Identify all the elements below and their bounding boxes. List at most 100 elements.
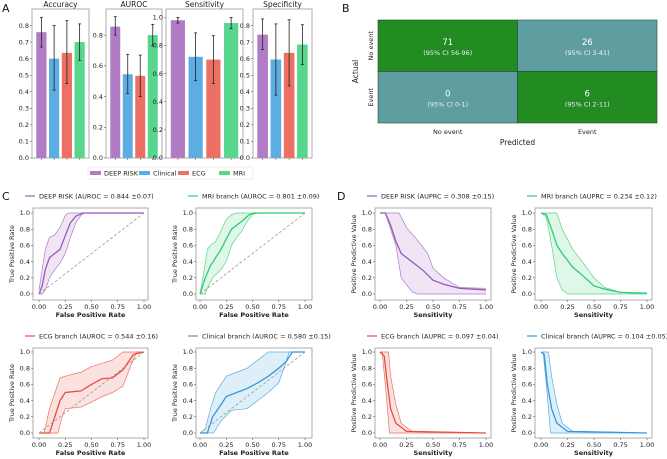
bar-deep-risk bbox=[36, 32, 47, 158]
x-axis-title: False Positive Rate bbox=[56, 449, 126, 457]
legend-swatch bbox=[90, 171, 101, 175]
y-tick-label: 0.2 bbox=[522, 274, 532, 282]
x-tick-label: 0.00 bbox=[193, 303, 207, 311]
y-tick-label: 0.4 bbox=[93, 93, 103, 101]
y-tick-label: 0.8 bbox=[362, 225, 372, 233]
y-tick-label: 0.2 bbox=[20, 274, 30, 282]
cell-count: 26 bbox=[582, 38, 593, 48]
y-axis-title: Positive Predictive Value bbox=[350, 214, 358, 293]
subplot-frame bbox=[534, 207, 653, 301]
x-tick-label: 0.25 bbox=[399, 303, 413, 311]
y-tick-label: 0.4 bbox=[362, 397, 372, 405]
x-category-label: Event bbox=[578, 128, 597, 136]
y-tick-label: 0.8 bbox=[20, 225, 30, 233]
confidence-band bbox=[380, 213, 486, 294]
x-tick-label: 1.00 bbox=[640, 441, 654, 449]
y-tick-label: 0.7 bbox=[240, 38, 250, 46]
bar-deep-risk bbox=[257, 34, 268, 158]
y-axis-title: True Positive Rate bbox=[171, 364, 179, 423]
y-tick-label: 0.2 bbox=[362, 274, 372, 282]
y-tick-label: 0.2 bbox=[362, 413, 372, 421]
mean-curve bbox=[199, 212, 305, 295]
x-tick-label: 1.00 bbox=[479, 303, 493, 311]
y-tick-label: 0.2 bbox=[183, 274, 193, 282]
legend-label: Clinical branch (AUROC = 0.580 ±0.15) bbox=[202, 332, 331, 340]
x-axis-title: Sensitivity bbox=[414, 449, 454, 457]
x-tick-label: 0.00 bbox=[193, 441, 207, 449]
x-tick-label: 0.75 bbox=[272, 441, 286, 449]
legend-swatch bbox=[178, 171, 189, 175]
x-tick-label: 0.75 bbox=[452, 303, 466, 311]
y-tick-label: 0.2 bbox=[183, 413, 193, 421]
y-tick-label: 0.0 bbox=[362, 290, 372, 298]
x-axis-title: False Positive Rate bbox=[56, 311, 126, 319]
x-tick-label: 0.25 bbox=[560, 441, 574, 449]
x-axis-title: Sensitivity bbox=[414, 311, 454, 319]
subplot-frame bbox=[32, 207, 149, 301]
confidence-band bbox=[541, 352, 647, 433]
y-tick-label: 0.4 bbox=[522, 258, 532, 266]
y-axis-title: Actual bbox=[351, 60, 360, 84]
ci-upper-line bbox=[199, 351, 305, 434]
y-tick-label: 1.0 bbox=[153, 14, 163, 22]
confidence-band bbox=[541, 213, 647, 294]
y-tick-label: 1.0 bbox=[362, 348, 372, 356]
x-tick-label: 1.00 bbox=[640, 303, 654, 311]
panel-letter-B: B bbox=[342, 2, 350, 15]
y-tick-label: 0.0 bbox=[183, 429, 193, 437]
y-tick-label: 0.7 bbox=[19, 38, 29, 46]
y-tick-label: 0.2 bbox=[93, 123, 103, 131]
y-tick-label: 0.4 bbox=[183, 258, 193, 266]
legend-label: DEEP RISK bbox=[104, 170, 139, 178]
subplot-title: Accuracy bbox=[43, 0, 78, 9]
x-tick-label: 0.50 bbox=[426, 303, 440, 311]
mean-curve bbox=[379, 351, 487, 434]
x-tick-label: 1.00 bbox=[479, 441, 493, 449]
x-axis-title: Predicted bbox=[500, 138, 535, 147]
mean-curve bbox=[540, 212, 648, 294]
x-tick-label: 0.75 bbox=[613, 441, 627, 449]
bar-clinical bbox=[122, 74, 133, 158]
y-tick-label: 0.8 bbox=[183, 225, 193, 233]
y-tick-label: 1.0 bbox=[362, 209, 372, 217]
x-tick-label: 0.50 bbox=[84, 441, 98, 449]
x-tick-label: 0.50 bbox=[245, 303, 259, 311]
legend-label: MRI branch (AUROC = 0.801 ±0.09) bbox=[202, 192, 319, 200]
x-tick-label: 0.75 bbox=[111, 303, 125, 311]
legend-swatch bbox=[139, 171, 150, 175]
cell-ci: (95% CI 2-11) bbox=[565, 100, 610, 108]
bar-mri bbox=[224, 23, 239, 158]
confidence-band bbox=[200, 213, 305, 294]
x-axis-title: Sensitivity bbox=[574, 311, 614, 319]
bar-ecg bbox=[61, 52, 72, 158]
x-tick-label: 0.50 bbox=[426, 441, 440, 449]
bar-clinical bbox=[270, 59, 282, 158]
cell-ci: (95% CI 0-1) bbox=[427, 100, 468, 108]
x-tick-label: 0.25 bbox=[219, 303, 233, 311]
legend-label: ECG bbox=[192, 170, 206, 178]
ci-upper-line bbox=[380, 212, 487, 289]
cell-count: 71 bbox=[442, 38, 453, 48]
y-tick-label: 0.6 bbox=[362, 242, 372, 250]
x-tick-label: 0.75 bbox=[272, 303, 286, 311]
y-tick-label: 0.0 bbox=[93, 154, 103, 162]
legend-label: ECG branch (AUPRC = 0.097 ±0.04) bbox=[381, 332, 499, 340]
y-tick-label: 0.0 bbox=[19, 154, 29, 162]
y-category-label: Event bbox=[367, 87, 375, 106]
x-tick-label: 0.25 bbox=[219, 441, 233, 449]
x-tick-label: 0.00 bbox=[32, 303, 46, 311]
y-tick-label: 0.4 bbox=[20, 397, 30, 405]
x-tick-label: 0.00 bbox=[373, 303, 387, 311]
y-tick-label: 0.6 bbox=[93, 62, 103, 70]
y-tick-label: 0.6 bbox=[153, 70, 163, 78]
legend-label: DEEP RISK (AUROC = 0.844 ±0.07) bbox=[39, 192, 154, 200]
subplot-title: Specificity bbox=[263, 0, 302, 9]
y-tick-label: 0.4 bbox=[522, 397, 532, 405]
bar-mri bbox=[147, 35, 158, 158]
x-tick-label: 1.00 bbox=[137, 441, 151, 449]
bar-ecg bbox=[283, 52, 295, 158]
x-axis-title: Sensitivity bbox=[574, 449, 614, 457]
y-tick-label: 0.0 bbox=[522, 290, 532, 298]
y-tick-label: 0.2 bbox=[153, 126, 163, 134]
